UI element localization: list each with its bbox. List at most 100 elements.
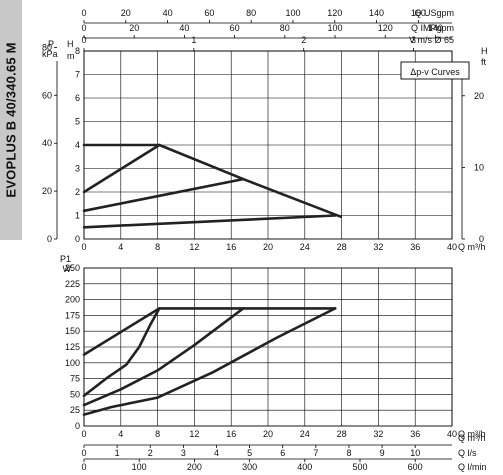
power-curve-4 [82, 307, 337, 416]
kpa-axis-label: kPa [42, 49, 58, 59]
top-scale-tick-label: 140 [428, 23, 443, 33]
head-x-tick-label: 36 [410, 242, 420, 252]
ft-axis-label: ft [481, 57, 487, 67]
head-m-tick-label: 3 [75, 164, 80, 174]
power-x-tick-label: 32 [373, 429, 383, 439]
top-scale-tick-label: 20 [121, 8, 131, 18]
power-x-tick-label: 40 [447, 429, 457, 439]
power-x-axis-label: Q m³/h [458, 429, 486, 439]
head-x-tick-label: 20 [263, 242, 273, 252]
head-m-tick-label: 1 [75, 211, 80, 221]
top-scale-tick-label: 120 [327, 8, 342, 18]
ft-tick-label: 0 [479, 234, 484, 244]
model-title-band: EVOPLUS B 40/340.65 M [0, 0, 22, 240]
right-h-axis-label: H [481, 46, 488, 56]
bottom-scale-tick-label: 400 [297, 462, 312, 472]
top-scale-tick-label: 120 [378, 23, 393, 33]
kpa-tick-label: 20 [42, 186, 52, 196]
power-x-tick-label: 24 [300, 429, 310, 439]
head-m-tick-label: 6 [75, 93, 80, 103]
bottom-scale-unit: Q l/min [458, 462, 487, 472]
power-y-tick-label: 0 [75, 421, 80, 431]
top-scale-tick-label: 40 [179, 23, 189, 33]
bottom-secondary-scales: 0 1 2 3 4 5 6 7 8 9 10 Q l/s 0 100 200 300 400 500 600 Q l/… [81, 433, 486, 472]
head-x-tick-label: 12 [189, 242, 199, 252]
top-scale-tick-label: 1 [191, 35, 196, 45]
top-scale-tick-label: 140 [369, 8, 384, 18]
top-scale-tick-label: 0 [81, 8, 86, 18]
power-plot-frame [83, 267, 453, 427]
head-curve-4 [82, 214, 337, 229]
head-x-tick-label: 8 [155, 242, 160, 252]
power-x-tick-label: 16 [226, 429, 236, 439]
power-x-tick-label: 36 [410, 429, 420, 439]
ft-tick-label: 10 [474, 162, 484, 172]
power-curve-3 [82, 307, 245, 407]
bottom-scale-tick-label: 500 [352, 462, 367, 472]
head-m-tick-label: 8 [75, 46, 80, 56]
head-x-axis-label: Q m³/h [458, 242, 486, 252]
top-scale-tick-label: 60 [204, 8, 214, 18]
head-m-tick-label: 0 [75, 234, 80, 244]
power-y-tick-label: 75 [70, 374, 80, 384]
bottom-scale-tick-label: 5 [247, 448, 252, 458]
legend-box-text: Δp-v Curves [410, 67, 460, 77]
p-axis-label: P [48, 39, 54, 49]
head-m-tick-label: 7 [75, 70, 80, 80]
kpa-tick-label: 40 [42, 138, 52, 148]
w-axis-label: W [63, 264, 72, 274]
bottom-scale-tick-label: 1 [115, 448, 120, 458]
bottom-m3h-unit: Q m³/h [458, 433, 486, 443]
power-y-tick-label: 150 [65, 326, 80, 336]
top-scale-tick-label: 80 [280, 23, 290, 33]
head-x-tick-label: 40 [447, 242, 457, 252]
power-x-tick-label: 0 [81, 429, 86, 439]
top-scale-tick-label: 3 [411, 35, 416, 45]
head-m-tick-label: 2 [75, 187, 80, 197]
head-m-tick-label: 4 [75, 140, 80, 150]
kpa-tick-label: 0 [47, 234, 52, 244]
bottom-scale-tick-label: 7 [313, 448, 318, 458]
top-scale-tick-label: 2 [301, 35, 306, 45]
power-curve-2 [82, 307, 161, 398]
top-scale-unit: Q IMPgpm [411, 23, 454, 33]
power-x-tick-label: 28 [337, 429, 347, 439]
bottom-scale-tick-label: 600 [408, 462, 423, 472]
power-x-tick-label: 8 [155, 429, 160, 439]
top-scale-tick-label: 80 [246, 8, 256, 18]
power-x-tick-label: 20 [263, 429, 273, 439]
head-x-tick-label: 0 [81, 242, 86, 252]
power-y-tick-label: 25 [70, 405, 80, 415]
power-y-tick-label: 50 [70, 389, 80, 399]
bottom-scale-tick-label: 0 [81, 462, 86, 472]
power-y-tick-label: 175 [65, 310, 80, 320]
head-x-tick-label: 32 [373, 242, 383, 252]
p1-axis-label: P1 [60, 254, 71, 264]
head-x-tick-label: 4 [118, 242, 123, 252]
top-scale-tick-label: 0 [81, 35, 86, 45]
power-y-tick-label: 125 [65, 342, 80, 352]
power-y-tick-label: 100 [65, 358, 80, 368]
head-x-tick-label: 28 [337, 242, 347, 252]
bottom-scale-tick-label: 8 [346, 448, 351, 458]
top-scale-tick-label: 40 [163, 8, 173, 18]
head-curve-3 [82, 177, 245, 213]
bottom-scale-tick-label: 4 [214, 448, 219, 458]
top-scale-unit: Q USgpm [414, 8, 454, 18]
bottom-scale-tick-label: 10 [410, 448, 420, 458]
kpa-tick-label: 80 [42, 42, 52, 52]
top-scale-tick-label: 60 [230, 23, 240, 33]
power-y-tick-label: 225 [65, 279, 80, 289]
top-scale-tick-label: 20 [129, 23, 139, 33]
bottom-scale-tick-label: 200 [187, 462, 202, 472]
top-scale-tick-label: 100 [328, 23, 343, 33]
power-x-tick-label: 12 [189, 429, 199, 439]
bottom-scale-tick-label: 2 [148, 448, 153, 458]
bottom-scale-tick-label: 0 [81, 448, 86, 458]
bottom-scale-tick-label: 300 [242, 462, 257, 472]
power-chart: 0 4 8 12 16 20 24 28 32 36 40 0 25 50 75 100 125 150 175 20… [60, 254, 486, 439]
ft-tick-label: 20 [474, 91, 484, 101]
power-y-tick-label: 200 [65, 295, 80, 305]
